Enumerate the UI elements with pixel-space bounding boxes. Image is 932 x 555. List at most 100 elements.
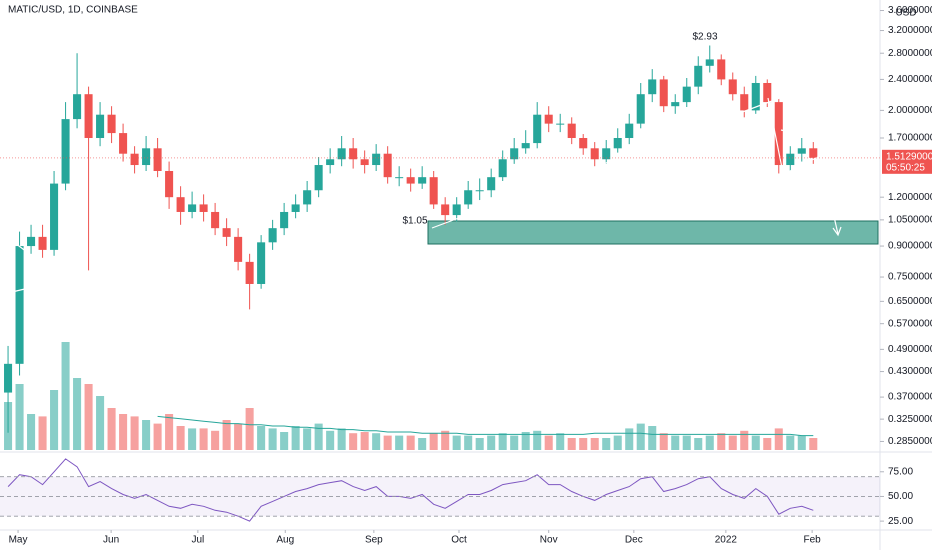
volume-bar <box>222 420 231 450</box>
candle-body <box>142 148 151 166</box>
candle-body <box>245 261 254 284</box>
candle-body <box>107 114 116 134</box>
volume-bar <box>291 426 300 450</box>
candle-body <box>372 153 381 166</box>
candle-body <box>429 177 438 205</box>
volume-bar <box>625 428 634 450</box>
x-tick-label: Jul <box>191 535 204 546</box>
candle-body <box>659 79 668 107</box>
candle-body <box>326 159 335 166</box>
x-tick-label: 2022 <box>715 535 738 546</box>
candle-body <box>257 242 266 284</box>
candle-body <box>337 148 346 160</box>
volume-bar <box>671 435 680 450</box>
candle-body <box>291 204 300 212</box>
candle-body <box>498 159 507 178</box>
annotation: $1.05 <box>402 216 427 227</box>
volume-bar <box>73 378 82 450</box>
candle-body <box>797 148 806 154</box>
last-price-box <box>882 149 932 174</box>
candle-body <box>61 119 70 184</box>
candle-body <box>84 94 93 139</box>
candle-body <box>590 148 599 160</box>
volume-bar <box>142 420 151 450</box>
trendline <box>787 151 829 173</box>
volume-bar <box>682 435 691 450</box>
volume-bar <box>96 396 105 450</box>
candle-body <box>510 148 519 160</box>
annotation: $2.93 <box>692 32 717 43</box>
volume-bar <box>130 416 139 450</box>
x-tick-label: Aug <box>276 535 294 546</box>
volume-bar <box>659 433 668 450</box>
volume-bar <box>809 438 818 450</box>
volume-bar <box>602 438 611 450</box>
candle-body <box>567 123 576 139</box>
x-tick-label: Sep <box>365 535 383 546</box>
rsi-tick-label: 25.00 <box>888 516 913 527</box>
volume-bar <box>774 428 783 450</box>
support-zone <box>427 220 879 245</box>
volume-bar <box>395 435 404 450</box>
volume-bar <box>15 384 24 450</box>
candle-body <box>648 79 657 95</box>
candle-body <box>349 148 358 160</box>
volume-bar <box>280 432 289 450</box>
chart-title: MATIC/USD, 1D, COINBASE <box>8 5 138 16</box>
candle-body <box>176 197 185 212</box>
rsi-tick-label: 50.00 <box>888 491 913 502</box>
candle-body <box>280 211 289 229</box>
volume-bar <box>303 428 312 450</box>
trendline <box>431 85 813 229</box>
volume-bar <box>360 432 369 450</box>
candle-body <box>809 148 818 158</box>
candle-body <box>130 153 139 166</box>
candle-body <box>475 190 484 192</box>
candle-body <box>452 204 461 216</box>
candle-body <box>165 170 174 198</box>
candle-body <box>441 204 450 216</box>
volume-bar <box>61 342 70 450</box>
x-tick-label: Oct <box>451 535 467 546</box>
volume-bar <box>751 435 760 450</box>
volume-bar <box>763 438 772 450</box>
volume-bar <box>211 430 220 450</box>
x-tick-label: Nov <box>540 535 558 546</box>
trendline <box>767 97 783 169</box>
volume-bar <box>441 430 450 450</box>
y-tick-label: 1.05000000 <box>888 215 932 226</box>
volume-bar <box>234 423 243 450</box>
volume-bar <box>257 426 266 450</box>
candle-body <box>234 236 243 262</box>
candle-body <box>740 94 749 111</box>
volume-bar <box>740 430 749 450</box>
candle-body <box>556 123 565 125</box>
candle-body <box>211 211 220 229</box>
candle-body <box>73 94 82 120</box>
candle-body <box>763 82 772 103</box>
trendline <box>11 283 47 293</box>
volume-bar <box>544 435 553 450</box>
y-tick-label: 1.70000000 <box>888 133 932 144</box>
volume-bar <box>188 428 197 450</box>
volume-bar <box>728 435 737 450</box>
candle-body <box>521 143 530 149</box>
volume-bar <box>510 435 519 450</box>
x-tick-label: May <box>9 535 28 546</box>
candle-body <box>188 204 197 212</box>
trendline <box>780 129 829 141</box>
y-tick-label: 0.65000000 <box>888 296 932 307</box>
volume-bar <box>119 414 128 450</box>
candle-body <box>303 190 312 205</box>
candle-body <box>268 228 277 243</box>
candle-body <box>786 153 795 166</box>
volume-bar <box>27 414 36 450</box>
volume-bar <box>349 433 358 450</box>
volume-bar <box>84 384 93 450</box>
candle-body <box>682 86 691 103</box>
y-tick-label: 0.28500000 <box>888 436 932 447</box>
trendlines <box>11 85 842 293</box>
candle-body <box>694 65 703 87</box>
candle-body <box>544 114 553 124</box>
